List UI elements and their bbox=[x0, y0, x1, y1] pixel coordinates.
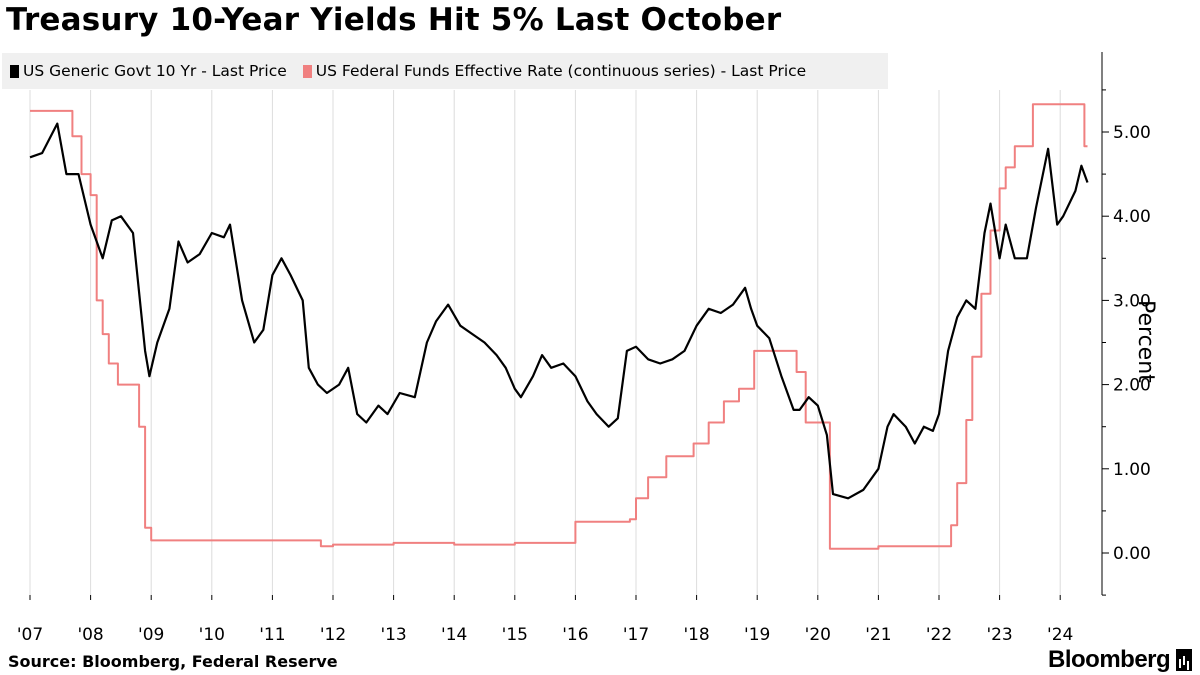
x-tick-label: '13 bbox=[380, 625, 406, 645]
bloomberg-logo: Bloomberg bbox=[1048, 646, 1193, 674]
legend-label-10yr: US Generic Govt 10 Yr - Last Price bbox=[23, 62, 287, 80]
x-tick-label: '18 bbox=[683, 625, 709, 645]
x-tick-label: '17 bbox=[623, 625, 649, 645]
x-tick-label: '23 bbox=[986, 625, 1012, 645]
y-tick-label: 5.00 bbox=[1113, 123, 1151, 143]
x-tick-label: '21 bbox=[865, 625, 891, 645]
legend-swatch-10yr bbox=[10, 64, 19, 78]
bloomberg-wordmark: Bloomberg bbox=[1048, 646, 1171, 673]
x-tick-label: '11 bbox=[259, 625, 285, 645]
legend-item-10yr: US Generic Govt 10 Yr - Last Price bbox=[10, 62, 287, 80]
legend: US Generic Govt 10 Yr - Last Price US Fe… bbox=[2, 53, 888, 89]
chart-title: Treasury 10-Year Yields Hit 5% Last Octo… bbox=[6, 2, 782, 38]
x-tick-label: '22 bbox=[926, 625, 952, 645]
bloomberg-mark-icon bbox=[1176, 649, 1193, 671]
y-tick-label: 4.00 bbox=[1113, 207, 1151, 227]
x-tick-label: '15 bbox=[502, 625, 528, 645]
x-tick-label: '14 bbox=[441, 625, 467, 645]
x-tick-label: '07 bbox=[17, 625, 43, 645]
x-tick-label: '20 bbox=[805, 625, 831, 645]
source-note: Source: Bloomberg, Federal Reserve bbox=[8, 652, 338, 671]
legend-item-fed-funds: US Federal Funds Effective Rate (continu… bbox=[302, 62, 807, 80]
x-tick-label: '12 bbox=[320, 625, 346, 645]
y-axis-label: Percent bbox=[1133, 300, 1158, 383]
series-line-fed-funds bbox=[30, 103, 1088, 550]
x-tick-label: '16 bbox=[562, 625, 588, 645]
y-tick-label: 0.00 bbox=[1113, 544, 1151, 564]
x-tick-label: '08 bbox=[77, 625, 103, 645]
x-tick-label: '19 bbox=[744, 625, 770, 645]
x-tick-label: '24 bbox=[1047, 625, 1073, 645]
y-tick-label: 2.00 bbox=[1113, 376, 1151, 396]
series-line-10yr bbox=[29, 122, 1089, 500]
legend-label-fed-funds: US Federal Funds Effective Rate (continu… bbox=[315, 62, 807, 80]
legend-swatch-fed-funds bbox=[302, 64, 312, 78]
y-tick-label: 3.00 bbox=[1113, 291, 1151, 311]
y-tick-label: 1.00 bbox=[1113, 460, 1151, 480]
x-tick-label: '09 bbox=[138, 625, 164, 645]
x-tick-label: '10 bbox=[199, 625, 225, 645]
